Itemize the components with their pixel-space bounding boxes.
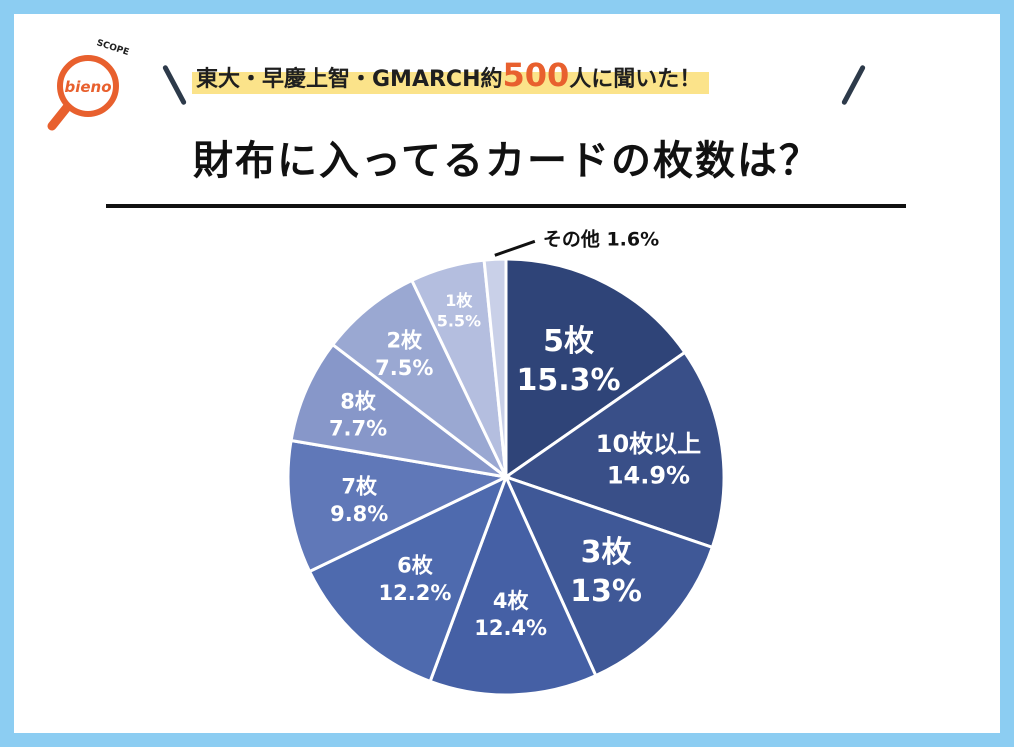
pie-slice	[503, 474, 715, 678]
slice-value-label: 7.5%	[375, 356, 433, 380]
magnifier-lens-icon	[57, 55, 119, 117]
slice-category-label: 7枚	[341, 474, 378, 498]
slice-category-label: 5枚	[543, 324, 594, 359]
slice-value-label: 12.2%	[379, 581, 452, 605]
page-title: 財布に入ってるカードの枚数は？	[193, 138, 821, 184]
slice-category-label: 10枚以上	[596, 430, 701, 458]
subtitle-highlight	[192, 72, 710, 94]
subtitle-prefix: 東大・早慶上智・GMARCH約	[196, 67, 503, 92]
pie-slice	[502, 350, 726, 550]
slice-category-label: 3枚	[581, 535, 632, 570]
slice-value-label: 7.7%	[329, 417, 387, 441]
slice-value-label: 9.8%	[330, 502, 388, 526]
subtitle: 東大・早慶上智・GMARCH約500人に聞いた！	[192, 56, 710, 94]
slice-value-label: 13%	[570, 574, 642, 609]
pie-slice	[504, 257, 687, 480]
magnifier-handle-icon	[47, 101, 73, 131]
pie-slice	[289, 342, 507, 479]
slice-value-label: 5.5%	[437, 312, 481, 331]
slice-category-label: 6枚	[397, 554, 434, 578]
pie-slice	[330, 278, 508, 479]
title-underline	[106, 204, 906, 208]
slice-external-label: その他 1.6%	[543, 227, 659, 250]
slice-category-label: 4枚	[493, 589, 530, 613]
slice-category-label: 1枚	[445, 291, 473, 310]
pie-slice	[307, 474, 509, 684]
pie-slice	[286, 438, 511, 574]
pie-slice	[428, 473, 598, 697]
pie-slice	[482, 257, 508, 478]
slice-category-label: 2枚	[386, 329, 423, 353]
slice-value-label: 14.9%	[607, 461, 690, 489]
logo-text: bieno	[64, 78, 111, 96]
leader-line	[494, 239, 536, 257]
slice-value-label: 15.3%	[517, 363, 621, 398]
slice-value-label: 12.4%	[474, 616, 547, 640]
slice-category-label: 8枚	[340, 389, 377, 413]
bieno-logo: bieno SCOPE	[47, 38, 130, 131]
subtitle-number: 500	[502, 56, 570, 94]
subtitle-suffix: 人に聞いた！	[569, 67, 702, 92]
